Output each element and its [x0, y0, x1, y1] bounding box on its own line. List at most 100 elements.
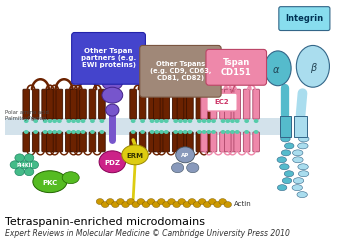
FancyBboxPatch shape	[173, 89, 179, 119]
Ellipse shape	[132, 202, 140, 207]
Ellipse shape	[183, 202, 191, 207]
Ellipse shape	[66, 130, 71, 134]
Ellipse shape	[183, 130, 188, 134]
FancyBboxPatch shape	[80, 89, 86, 119]
Ellipse shape	[209, 199, 216, 204]
Ellipse shape	[33, 171, 67, 193]
Ellipse shape	[230, 119, 235, 123]
Ellipse shape	[206, 119, 211, 123]
Bar	[294, 116, 307, 137]
Ellipse shape	[297, 192, 307, 198]
Ellipse shape	[183, 119, 188, 123]
Ellipse shape	[159, 130, 164, 134]
Ellipse shape	[293, 150, 303, 156]
FancyBboxPatch shape	[163, 132, 169, 152]
FancyBboxPatch shape	[201, 132, 208, 152]
Text: ERM: ERM	[127, 153, 144, 159]
Ellipse shape	[285, 143, 294, 149]
Ellipse shape	[206, 130, 211, 134]
FancyBboxPatch shape	[234, 89, 240, 119]
FancyBboxPatch shape	[158, 132, 165, 152]
FancyBboxPatch shape	[70, 132, 77, 152]
Ellipse shape	[299, 171, 309, 177]
Ellipse shape	[147, 199, 155, 204]
Ellipse shape	[99, 151, 126, 173]
FancyBboxPatch shape	[196, 89, 203, 119]
Text: PDZ: PDZ	[104, 160, 120, 166]
FancyBboxPatch shape	[182, 132, 189, 152]
Ellipse shape	[29, 161, 38, 169]
Ellipse shape	[281, 150, 291, 156]
FancyBboxPatch shape	[243, 89, 250, 119]
Ellipse shape	[211, 130, 216, 134]
Ellipse shape	[220, 130, 225, 134]
Ellipse shape	[80, 130, 85, 134]
Ellipse shape	[254, 130, 259, 134]
FancyBboxPatch shape	[99, 132, 105, 152]
Ellipse shape	[131, 119, 135, 123]
FancyBboxPatch shape	[139, 132, 146, 152]
Ellipse shape	[163, 202, 170, 207]
Ellipse shape	[106, 104, 119, 116]
Text: Other Tspans
(e.g. CD9, CD63,
CD81, CD82): Other Tspans (e.g. CD9, CD63, CD81, CD82…	[150, 61, 211, 81]
FancyBboxPatch shape	[130, 89, 136, 119]
Ellipse shape	[278, 185, 287, 191]
Ellipse shape	[10, 161, 20, 169]
Ellipse shape	[202, 119, 206, 123]
Ellipse shape	[90, 130, 95, 134]
Ellipse shape	[71, 119, 76, 123]
Ellipse shape	[244, 130, 249, 134]
FancyBboxPatch shape	[163, 89, 169, 119]
FancyBboxPatch shape	[72, 33, 146, 84]
Ellipse shape	[292, 185, 302, 191]
Ellipse shape	[211, 119, 216, 123]
Ellipse shape	[281, 136, 290, 142]
FancyBboxPatch shape	[253, 132, 259, 152]
Ellipse shape	[24, 130, 29, 134]
Ellipse shape	[293, 157, 303, 163]
Ellipse shape	[131, 130, 135, 134]
Ellipse shape	[66, 119, 71, 123]
Ellipse shape	[99, 130, 104, 134]
FancyBboxPatch shape	[177, 89, 184, 119]
FancyBboxPatch shape	[65, 132, 72, 152]
Ellipse shape	[214, 202, 221, 207]
Text: Expert Reviews in Molecular Medicine © Cambridge University Press 2010: Expert Reviews in Molecular Medicine © C…	[5, 229, 290, 238]
Ellipse shape	[52, 119, 57, 123]
Ellipse shape	[176, 147, 195, 163]
Ellipse shape	[154, 119, 159, 123]
Ellipse shape	[102, 60, 123, 76]
Ellipse shape	[15, 154, 24, 162]
FancyBboxPatch shape	[130, 132, 136, 152]
Ellipse shape	[193, 202, 201, 207]
Ellipse shape	[140, 119, 145, 123]
FancyBboxPatch shape	[99, 89, 105, 119]
Ellipse shape	[150, 119, 154, 123]
Ellipse shape	[102, 74, 123, 90]
Ellipse shape	[150, 130, 154, 134]
Bar	[5, 118, 280, 135]
Ellipse shape	[99, 119, 104, 123]
FancyBboxPatch shape	[207, 93, 237, 111]
Ellipse shape	[235, 130, 239, 134]
Bar	[280, 116, 291, 137]
FancyBboxPatch shape	[149, 89, 155, 119]
Ellipse shape	[48, 119, 52, 123]
Ellipse shape	[188, 199, 196, 204]
FancyBboxPatch shape	[229, 89, 236, 119]
FancyBboxPatch shape	[75, 132, 82, 152]
Ellipse shape	[102, 87, 123, 103]
Ellipse shape	[90, 119, 95, 123]
Ellipse shape	[172, 163, 184, 173]
Ellipse shape	[178, 130, 183, 134]
Ellipse shape	[122, 202, 130, 207]
FancyBboxPatch shape	[140, 46, 221, 97]
Ellipse shape	[168, 199, 175, 204]
Ellipse shape	[188, 119, 192, 123]
FancyBboxPatch shape	[182, 89, 189, 119]
Ellipse shape	[164, 130, 169, 134]
Text: Other Tspan
partners (e.g.
EWI proteins): Other Tspan partners (e.g. EWI proteins)	[81, 48, 136, 68]
FancyBboxPatch shape	[89, 89, 96, 119]
FancyBboxPatch shape	[154, 89, 160, 119]
Ellipse shape	[137, 199, 145, 204]
